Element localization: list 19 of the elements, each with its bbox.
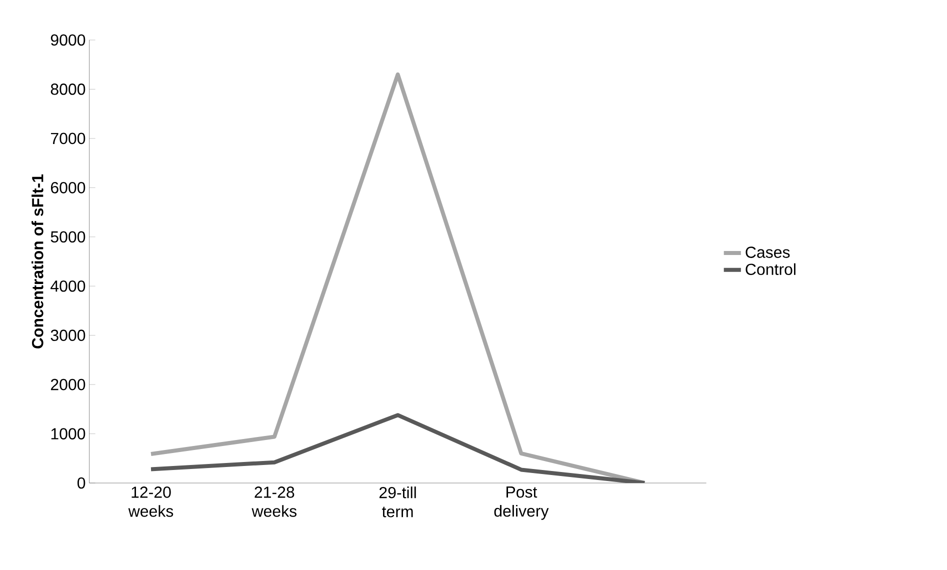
y-tick-label: 3000 [50,330,86,341]
y-tick-label: 1000 [51,428,86,440]
x-tick-label: 12-20 weeks [128,486,174,517]
y-tick-label: 0 [77,477,86,489]
legend-label: Control [746,263,796,276]
x-tick-label: 29-till term [379,486,416,518]
line-series [149,72,647,483]
y-tick-label: 8000 [50,84,86,95]
y-tick-label: 9000 [50,34,86,46]
x-tick-label: Post delivery [494,486,549,520]
y-tick-label: 5000 [50,231,86,243]
y-tick-label: 2000 [50,378,86,390]
y-tick-label: 6000 [50,182,86,194]
legend-label: Cases [746,246,790,258]
line-series [149,413,647,483]
x-tick-label: 21-28 weeks [252,486,296,517]
y-tick-label: 7000 [50,132,86,144]
y-axis-title: Concentration of sFlt-1 [32,174,44,348]
y-tick-label: 4000 [50,280,86,292]
